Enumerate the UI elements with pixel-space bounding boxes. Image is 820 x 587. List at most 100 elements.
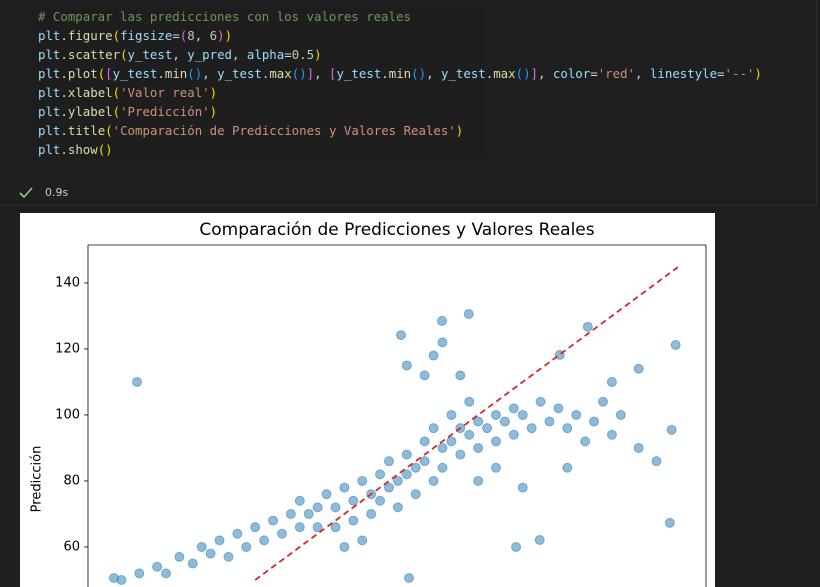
code-token: max	[493, 66, 516, 81]
scatter-point	[132, 376, 143, 387]
scatter-point	[294, 522, 305, 533]
scatter-point	[482, 423, 493, 434]
y-tick-label: 140	[55, 275, 80, 290]
scatter-point	[499, 416, 510, 427]
scatter-point	[446, 409, 457, 420]
scatter-point	[404, 572, 415, 583]
code-token: color	[552, 66, 591, 81]
code-token: xlabel	[67, 85, 113, 100]
y-tick-label: 120	[55, 341, 80, 356]
scatter-point	[357, 475, 368, 486]
code-token: '--'	[724, 66, 755, 81]
chart: Comparación de Predicciones y Valores Re…	[20, 213, 715, 587]
code-token: [	[105, 66, 113, 81]
code-token: .	[60, 66, 68, 81]
code-token: ,	[232, 47, 247, 62]
scatter-point	[615, 409, 626, 420]
scatter-point	[410, 489, 421, 500]
scatter-point	[419, 456, 430, 467]
scatter-point	[490, 436, 501, 447]
scatter-point	[437, 337, 448, 348]
scatter-point	[562, 462, 573, 473]
scatter-point	[651, 456, 662, 467]
scatter-point	[250, 522, 261, 533]
scatter-point	[571, 409, 582, 420]
code-token: title	[67, 123, 106, 138]
scatter-point	[437, 442, 448, 453]
figure-background	[20, 213, 715, 587]
scatter-point	[259, 535, 270, 546]
code-token: .	[60, 28, 68, 43]
code-token: plt	[38, 85, 61, 100]
code-token: show	[67, 142, 98, 157]
code-cell[interactable]: # Comparar las predicciones con los valo…	[0, 0, 817, 206]
scatter-point	[214, 535, 225, 546]
y-tick-label: 80	[63, 473, 80, 488]
code-token: )	[209, 104, 218, 119]
code-token: linestyle	[649, 66, 718, 81]
code-token: min	[388, 66, 412, 81]
scatter-point	[517, 409, 528, 420]
code-token: plot	[67, 66, 98, 81]
plot-area	[108, 266, 681, 585]
code-token: 'Valor real'	[120, 85, 210, 100]
scatter-point	[526, 423, 537, 434]
scatter-point	[312, 522, 323, 533]
code-token: .	[381, 66, 389, 81]
code-token: =	[172, 28, 180, 43]
scatter-point	[598, 396, 608, 407]
scatter-point	[437, 315, 448, 326]
code-token: .	[261, 66, 270, 81]
code-token: ()	[515, 66, 531, 81]
code-token: .	[485, 66, 494, 81]
y-tick-label: 100	[55, 407, 80, 422]
scatter-point	[241, 541, 252, 552]
code-token: .	[60, 47, 68, 62]
code-token: y_test	[127, 47, 173, 62]
scatter-point	[606, 376, 617, 387]
code-token: y_test	[112, 66, 158, 81]
code-token: 0.5	[291, 47, 315, 62]
code-token: ,	[426, 66, 441, 81]
code-token: y_test	[217, 66, 262, 81]
scatter-point	[606, 429, 617, 440]
scatter-point	[446, 436, 457, 447]
code-token: ]	[530, 66, 538, 81]
code-token: )	[754, 66, 762, 81]
scatter-point	[366, 508, 377, 519]
execution-time: 0.9s	[45, 186, 69, 199]
code-token: figure	[67, 28, 113, 43]
y-tick-label: 60	[63, 539, 80, 554]
scatter-point	[152, 561, 163, 572]
code-token: alpha	[246, 47, 285, 62]
reference-line	[254, 266, 679, 581]
code-editor[interactable]: # Comparar las predicciones con los valo…	[30, 7, 762, 159]
code-token: (	[112, 85, 121, 100]
scatter-point	[396, 330, 407, 341]
scatter-point	[410, 462, 421, 473]
code-token: [	[329, 66, 337, 81]
scatter-point	[321, 489, 332, 500]
code-token: ,	[172, 47, 188, 62]
code-token: (	[112, 28, 121, 43]
scatter-point	[633, 363, 644, 374]
code-token: max	[269, 66, 292, 81]
scatter-point	[553, 403, 564, 414]
scatter-point	[511, 541, 522, 552]
code-token: (	[105, 123, 113, 138]
scatter-point	[223, 551, 234, 562]
scatter-point	[392, 502, 403, 513]
scatter-point	[276, 528, 287, 539]
scatter-point	[187, 558, 198, 569]
scatter-point	[535, 396, 546, 407]
scatter-point	[330, 522, 341, 533]
scatter-point	[463, 308, 474, 319]
scatter-point	[383, 482, 394, 493]
code-token: 'Comparación de Predicciones y Valores R…	[112, 123, 456, 138]
code-token: plt	[38, 66, 61, 81]
code-token: scatter	[67, 47, 121, 62]
scatter-point	[473, 416, 484, 427]
code-line: plt.scatter(y_test, y_pred, alpha=0.5)	[30, 45, 485, 64]
code-token: 'red'	[597, 66, 636, 81]
